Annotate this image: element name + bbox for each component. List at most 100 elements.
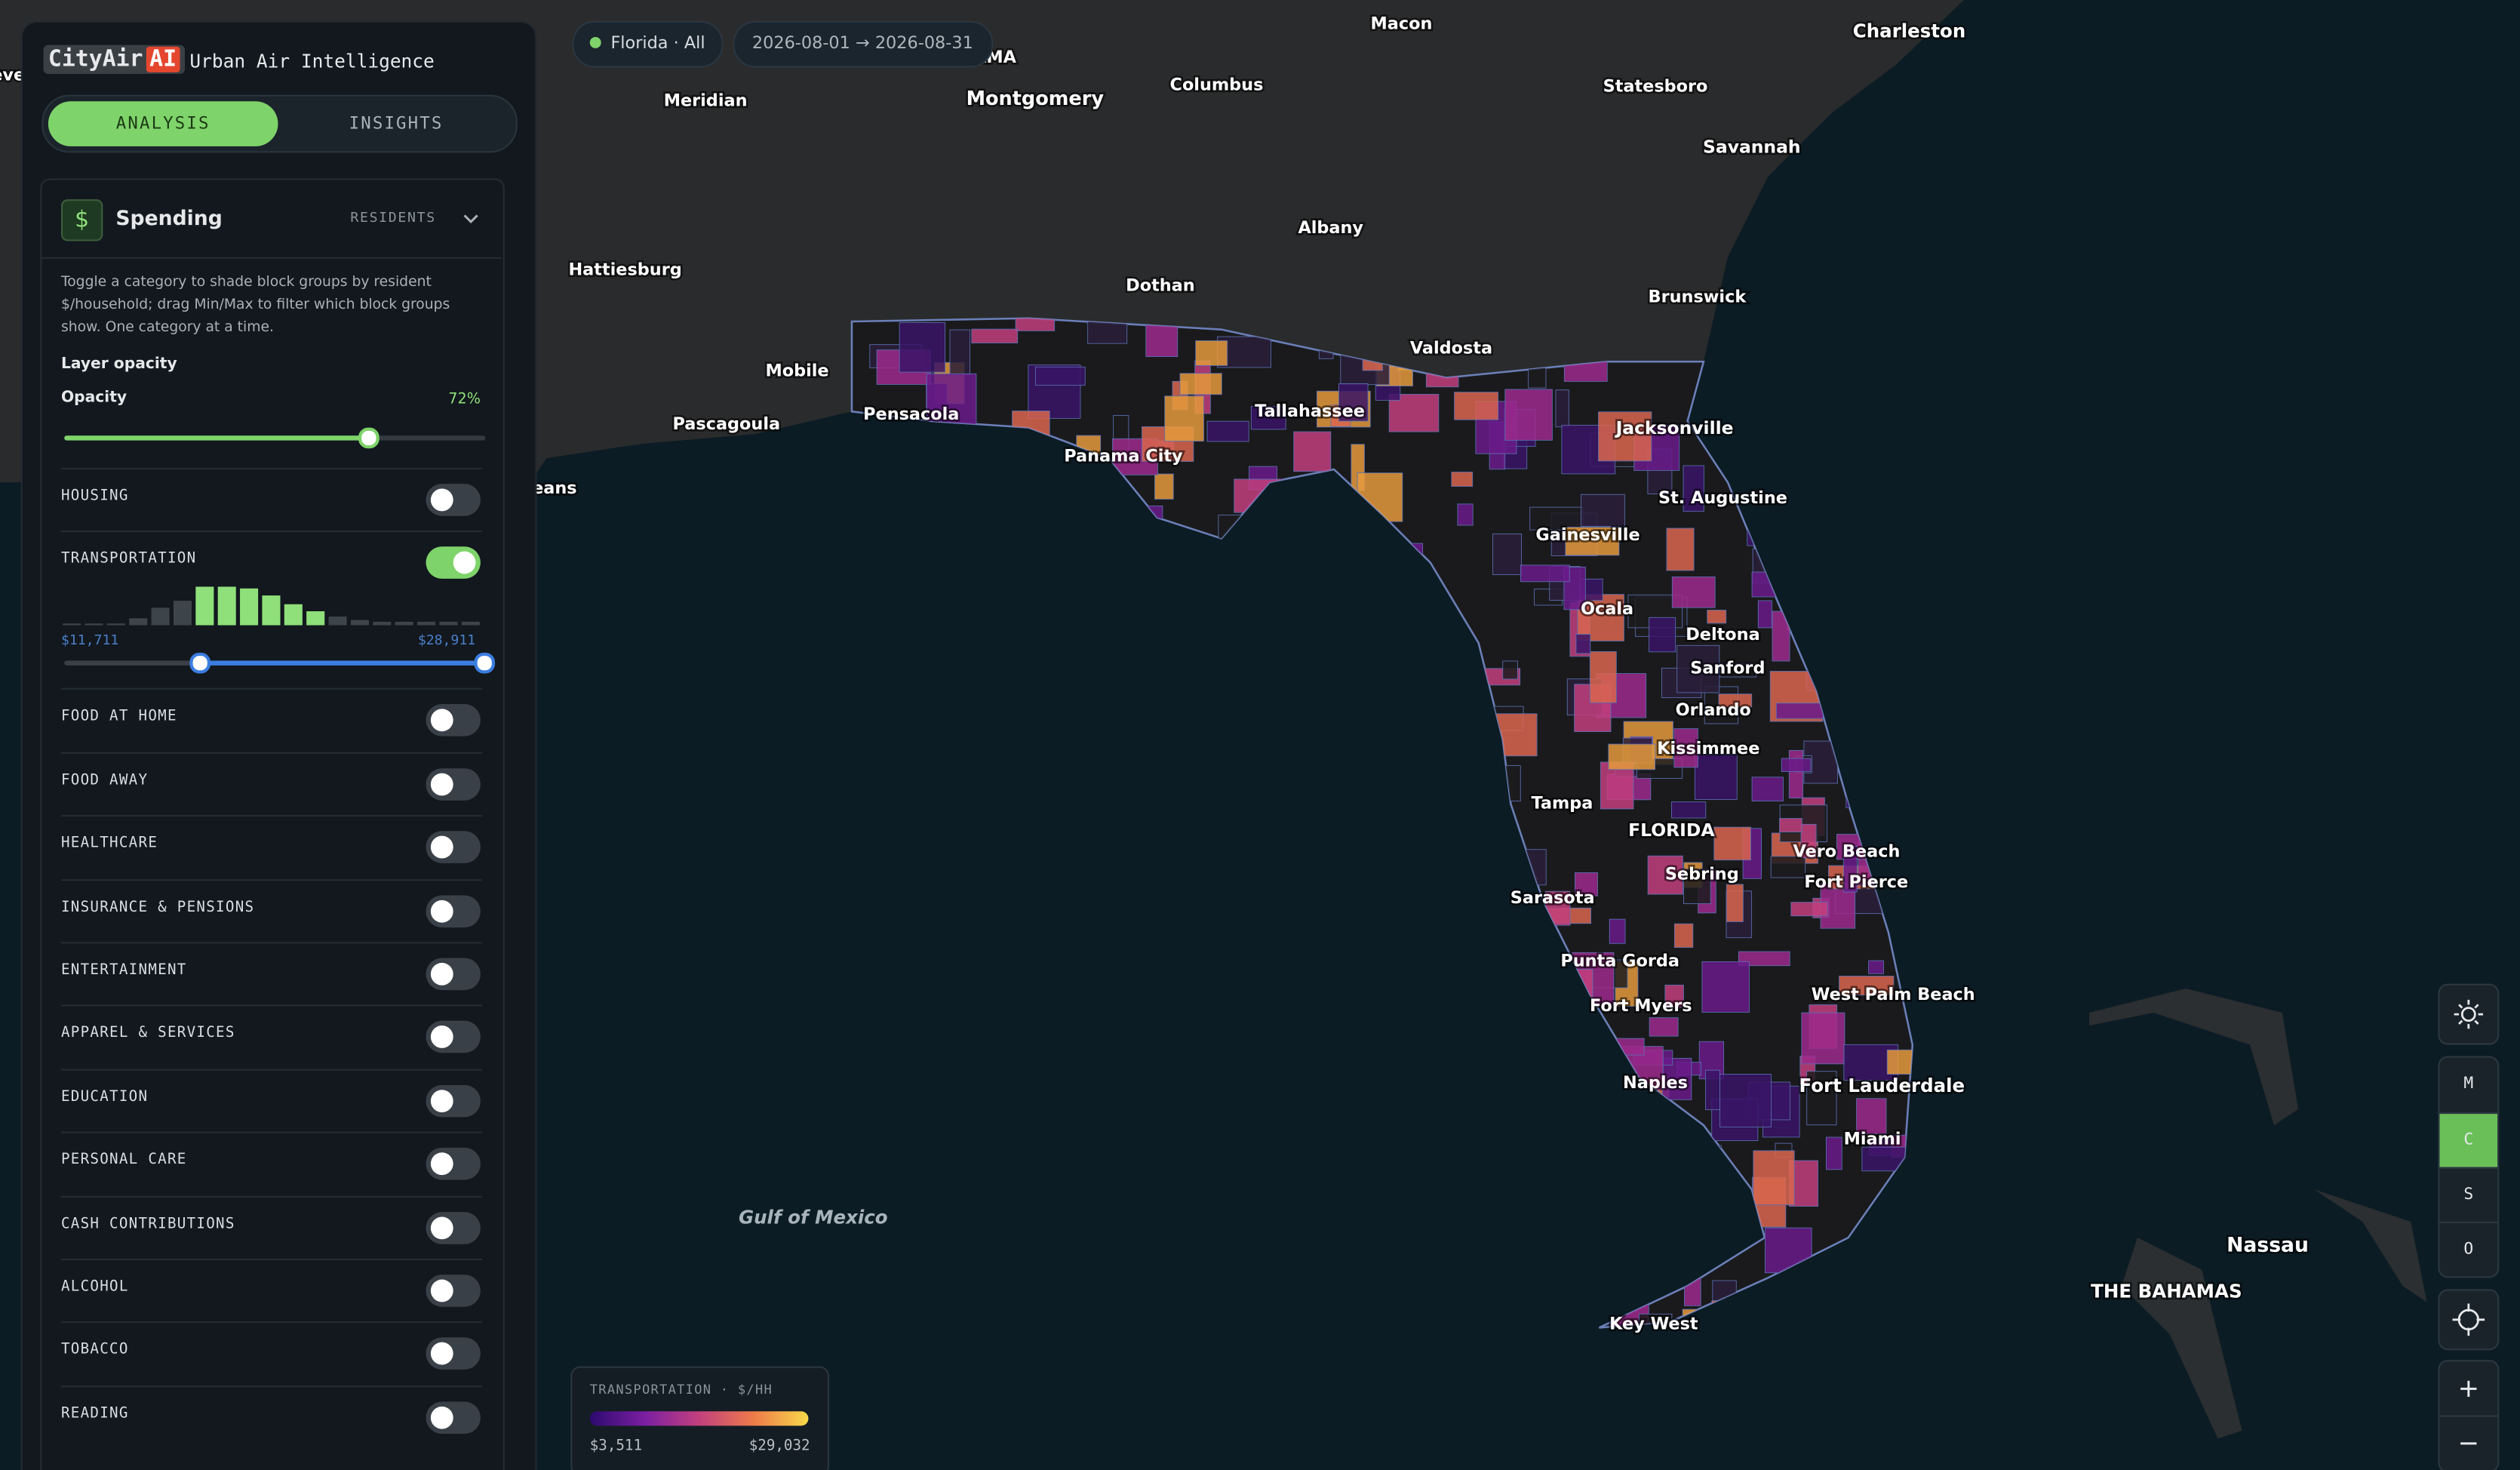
map-label: Fort Pierce [1804,872,1908,892]
date-range[interactable]: 2026-08-01 → 2026-08-31 [733,20,993,68]
toggle[interactable] [426,1021,481,1054]
theme-button[interactable] [2438,983,2500,1045]
range-min: $11,711 [60,634,119,650]
opacity-handle[interactable] [358,427,379,449]
divider [60,1005,483,1007]
tab[interactable]: ANALYSIS [48,101,278,146]
choropleth-cell [1666,527,1695,571]
map-style-button[interactable]: O [2439,1221,2498,1276]
histogram-bar [129,619,148,626]
histogram-bar [240,589,259,626]
toggle-knob [430,773,453,795]
toggle-knob [430,1406,453,1429]
region: Florida · All [610,33,705,54]
choropleth-cell [899,322,946,373]
choropleth-cell [1293,431,1332,472]
map-label: Macon [1371,14,1433,33]
toggle[interactable] [426,1338,481,1370]
choropleth-cell [1788,750,1804,798]
choropleth-cell [1250,406,1286,430]
histogram-bar [284,604,303,626]
choropleth-cell [1164,395,1204,442]
divider [60,878,483,881]
tab[interactable]: INSIGHTS [349,114,444,134]
choropleth-cell [1555,389,1569,428]
histogram-bar [173,601,192,626]
choropleth-cell [1856,1098,1887,1135]
map-label: Albany [1298,218,1363,238]
choropleth-cell [1179,373,1222,395]
range-handle[interactable] [473,653,495,675]
choropleth-cell [1701,961,1750,1013]
range-handle[interactable] [189,653,211,675]
choropleth-cell [971,328,1019,343]
chevron[interactable] [463,212,478,225]
map-label: West Palm Beach [1812,985,1975,1004]
map-label: Statesboro [1603,77,1708,97]
map-label: eve [0,66,25,85]
map-label: Miami [1844,1130,1901,1149]
category-label: FOOD AWAY [60,773,149,789]
zoom-in[interactable] [2460,1380,2477,1398]
choropleth-cell [1649,1017,1679,1037]
histogram-bar [151,608,170,626]
section-title[interactable]: Spending [115,205,223,230]
toggle[interactable] [426,958,481,991]
choropleth-cell [1673,728,1698,768]
side-panel: CityAir AI Urban Air Intelligence ANALYSI… [20,20,537,1470]
category-label: ALCOHOL [60,1279,129,1296]
toggle[interactable] [426,704,481,737]
description: Toggle a category to shade block groups … [60,275,450,337]
range-max: $28,911 [417,634,476,650]
choropleth-cell [1707,610,1727,624]
divider [60,530,483,533]
category-label: ENTERTAINMENT [60,962,187,979]
choropleth-cell [926,373,977,428]
toggle-knob [430,1089,453,1112]
choropleth-cell [1718,693,1753,708]
section [40,178,505,1470]
choropleth-cell [1839,976,1895,996]
choropleth-cell [1676,644,1720,693]
range-track[interactable] [64,653,495,675]
choropleth-cell [949,329,970,376]
toggle[interactable] [426,831,481,864]
opacity-heading: Layer opacity [60,355,177,374]
toggle[interactable] [426,1275,481,1307]
map-style-button[interactable]: C [2439,1112,2498,1169]
toggle[interactable] [426,1148,481,1180]
choropleth-cell [1673,923,1694,948]
map-style-button[interactable]: M [2463,1075,2474,1093]
toggle[interactable] [426,1084,481,1117]
toggle[interactable] [426,767,481,801]
category-label: HOUSING [60,488,129,505]
map-label: Mobile [765,361,828,381]
toggle[interactable] [426,1401,481,1434]
map-label: Savannah [1703,136,1801,157]
map-style-button[interactable]: S [2439,1167,2498,1223]
histogram [63,587,480,626]
region-pill[interactable]: Florida · All [572,20,724,68]
toggle[interactable] [426,894,481,927]
histogram-bar [217,587,236,626]
choropleth-cell [1609,918,1626,944]
divider [60,1258,483,1260]
choropleth-cell [1647,855,1683,895]
choropleth-cell [1670,801,1707,819]
choropleth-cell [1757,600,1772,629]
map-label: Meridian [664,91,748,111]
choropleth-cell [1575,634,1591,654]
mode-label[interactable]: RESIDENTS [350,211,436,227]
map-label: Gainesville [1535,525,1640,545]
toggle[interactable] [426,547,481,580]
toggle[interactable] [426,484,481,516]
opacity-track[interactable] [64,427,486,449]
choropleth-cell [1454,392,1499,420]
histogram-bar [439,622,458,626]
histogram-bar [306,611,325,626]
choropleth-cell [1779,818,1802,833]
choropleth-cell [1608,743,1656,770]
legend-min: $3,511 [589,1438,643,1455]
locate-button[interactable] [2438,1289,2500,1351]
toggle[interactable] [426,1211,481,1244]
